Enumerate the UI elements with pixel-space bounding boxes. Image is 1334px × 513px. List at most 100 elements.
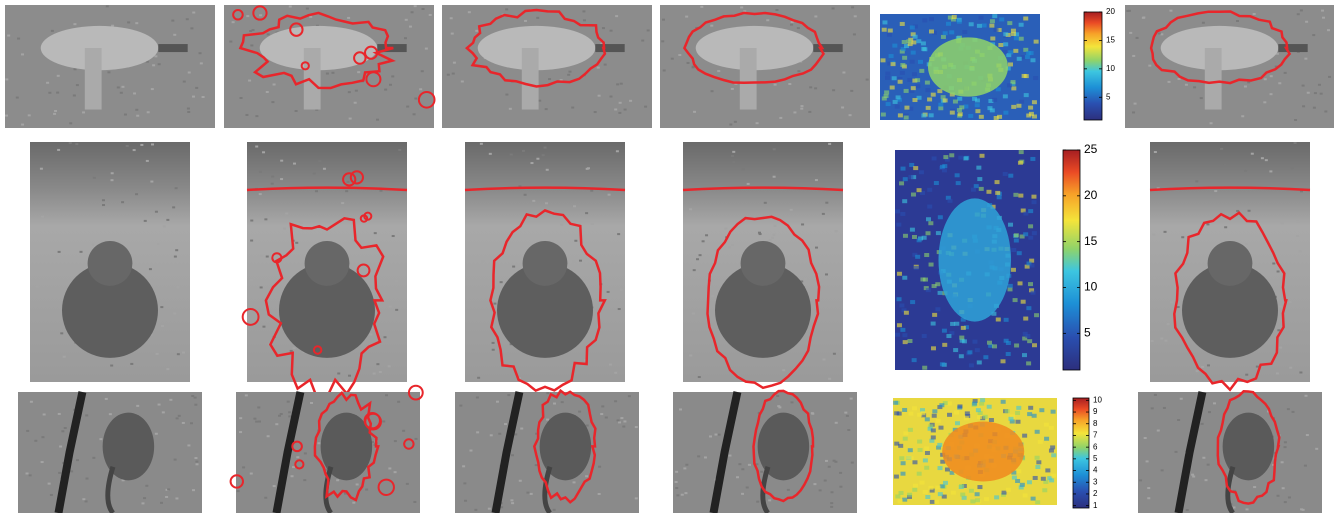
texture	[617, 419, 620, 421]
heatmap-cell	[915, 78, 920, 82]
texture	[601, 405, 604, 407]
texture	[824, 480, 827, 482]
heatmap-cell	[1050, 445, 1055, 449]
heatmap-cell	[893, 401, 898, 405]
texture	[1261, 157, 1264, 159]
heatmap-cell	[1044, 423, 1049, 427]
heatmap-cell	[894, 442, 899, 446]
heatmap-cell	[1008, 417, 1013, 421]
texture	[804, 278, 807, 280]
heatmap-cell	[1008, 50, 1013, 54]
animal-leg	[1205, 48, 1222, 110]
texture	[245, 114, 248, 116]
heatmap-cell	[922, 334, 927, 338]
texture	[573, 481, 576, 483]
texture	[711, 90, 714, 92]
heatmap-cell	[983, 415, 988, 419]
texture	[75, 143, 78, 145]
texture	[85, 500, 88, 502]
texture	[422, 8, 425, 10]
texture	[85, 414, 88, 416]
texture	[239, 417, 242, 419]
heatmap-cell	[903, 431, 908, 435]
texture	[614, 108, 617, 110]
texture	[354, 102, 357, 104]
texture	[1300, 9, 1303, 11]
texture	[92, 457, 95, 459]
heatmap-cell	[908, 428, 913, 432]
colorbar-tick-label: 6	[1093, 442, 1098, 451]
heatmap-cell	[987, 341, 992, 345]
heatmap-cell	[912, 235, 917, 239]
colorbar-tick-label: 10	[1093, 395, 1102, 404]
texture	[1246, 508, 1249, 510]
texture	[1132, 55, 1135, 57]
texture	[542, 154, 545, 156]
heatmap-cell	[1006, 488, 1011, 492]
texture	[1322, 17, 1325, 19]
heatmap-cell	[996, 87, 1001, 91]
texture	[183, 81, 186, 83]
texture	[702, 240, 705, 242]
heatmap-cell	[938, 291, 943, 295]
texture	[1202, 22, 1205, 24]
texture	[773, 148, 776, 150]
heatmap-cell	[1029, 264, 1034, 268]
texture	[1289, 367, 1292, 369]
heatmap-cell	[912, 358, 917, 362]
texture	[259, 14, 262, 16]
heatmap-cell	[1019, 100, 1024, 104]
texture	[1152, 234, 1155, 236]
texture	[293, 163, 296, 165]
texture	[477, 377, 480, 379]
texture	[605, 417, 608, 419]
texture	[661, 40, 664, 42]
heatmap-cell	[975, 492, 980, 496]
texture	[160, 502, 163, 504]
photo-panel	[442, 5, 652, 128]
texture	[56, 92, 59, 94]
texture	[1146, 460, 1149, 462]
texture	[414, 5, 417, 7]
texture	[689, 208, 692, 210]
heatmap-cell	[920, 411, 925, 415]
heatmap-cell	[927, 97, 932, 101]
texture	[273, 83, 276, 85]
heatmap-cell	[1042, 488, 1047, 492]
texture	[813, 483, 816, 485]
texture	[545, 202, 548, 204]
texture	[1170, 301, 1173, 303]
heatmap-cell	[1005, 409, 1010, 413]
texture	[16, 97, 19, 99]
heatmap-cell	[959, 105, 964, 109]
animal-head	[305, 241, 350, 286]
texture	[1144, 437, 1147, 439]
texture	[57, 149, 60, 151]
texture	[107, 71, 110, 73]
heatmap-cell	[897, 412, 902, 416]
texture	[374, 232, 377, 234]
texture	[505, 94, 508, 96]
heatmap-cell	[922, 47, 927, 51]
texture	[782, 369, 785, 371]
heatmap-cell	[926, 217, 931, 221]
heatmap-cell	[979, 115, 984, 119]
heatmap-cell	[925, 495, 930, 499]
texture	[41, 461, 44, 463]
heatmap-cell	[972, 340, 977, 344]
texture	[258, 421, 261, 423]
heatmap-cell	[942, 343, 947, 347]
heatmap-cell	[974, 184, 979, 188]
heatmap-cell	[902, 56, 907, 60]
heatmap-cell	[1041, 477, 1046, 481]
texture	[1210, 122, 1213, 124]
heatmap-cell	[911, 86, 916, 90]
heatmap-cell	[912, 488, 917, 492]
texture	[790, 209, 793, 211]
texture	[675, 487, 678, 489]
heatmap-cell	[1032, 231, 1037, 235]
texture	[419, 88, 422, 90]
heatmap-cell	[1051, 453, 1056, 457]
texture	[1163, 407, 1166, 409]
texture	[598, 493, 601, 495]
